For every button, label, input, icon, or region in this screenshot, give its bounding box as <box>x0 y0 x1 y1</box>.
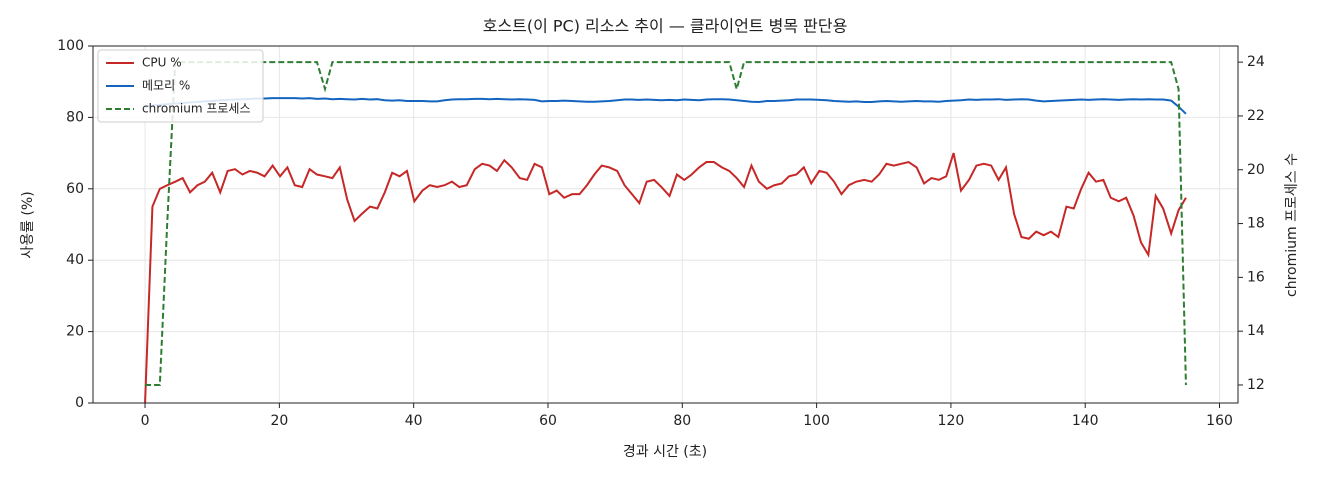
plot-frame <box>92 45 1239 404</box>
legend-box <box>97 49 264 123</box>
y2-tick-label: 16 <box>1247 269 1265 285</box>
y-tick-label: 40 <box>66 252 84 268</box>
x-tick-label: 20 <box>270 413 288 429</box>
y-tick-label: 100 <box>57 38 84 54</box>
series-line <box>145 61 1187 386</box>
y2-tick-label: 22 <box>1247 108 1265 124</box>
y2-tick-label: 18 <box>1247 216 1265 232</box>
y2-tick-label: 12 <box>1247 377 1265 393</box>
x-axis-label: 경과 시간 (초) <box>623 444 707 460</box>
x-tick-label: 0 <box>141 413 150 429</box>
x-tick-label: 100 <box>803 413 830 429</box>
legend-label: CPU % <box>142 56 182 70</box>
x-tick-label: 60 <box>539 413 557 429</box>
x-tick-label: 40 <box>405 413 423 429</box>
x-tick-label: 160 <box>1206 413 1233 429</box>
y2-axis-label: chromium 프로세스 수 <box>1284 153 1300 297</box>
x-tick-label: 120 <box>938 413 965 429</box>
chart-title: 호스트(이 PC) 리소스 추이 — 클라이언트 병목 판단용 <box>483 17 848 36</box>
y-tick-label: 20 <box>66 324 84 340</box>
y-tick-label: 60 <box>66 181 84 197</box>
legend-label: 메모리 % <box>142 79 190 93</box>
x-tick-label: 140 <box>1072 413 1099 429</box>
x-tick-label: 80 <box>673 413 691 429</box>
series-line <box>144 152 1187 404</box>
series-line <box>144 97 1187 115</box>
legend-label: chromium 프로세스 <box>142 102 251 116</box>
y-tick-label: 80 <box>66 109 84 125</box>
y2-tick-label: 20 <box>1247 162 1265 178</box>
legend: CPU % 메모리 % chromium 프로세스 <box>97 49 264 123</box>
y-tick-label: 0 <box>75 395 84 411</box>
y2-tick-label: 14 <box>1247 323 1265 339</box>
y-axis-label: 사용률 (%) <box>20 191 36 258</box>
y2-tick-label: 24 <box>1247 54 1265 70</box>
